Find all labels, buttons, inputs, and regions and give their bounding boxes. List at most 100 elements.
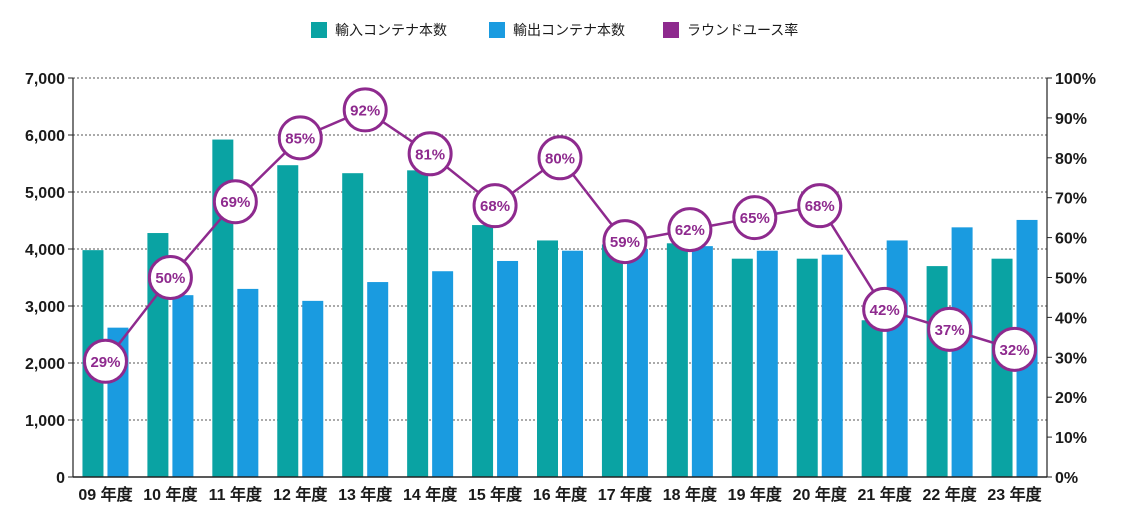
right-tick-label: 30% [1055, 350, 1087, 367]
export-bar [367, 282, 389, 477]
export-bar [172, 295, 194, 477]
x-tick-label: 13 年度 [338, 485, 393, 504]
left-tick-label: 6,000 [25, 128, 65, 145]
import-bar [926, 266, 948, 477]
bars [82, 139, 1038, 477]
round-use-marker [797, 183, 843, 229]
right-tick-label: 10% [1055, 430, 1087, 447]
round-use-line: 29% 50% 69% 85% 92% 81% 68% 80% 59% 62% 65% 68% 42% 3… [82, 87, 1038, 384]
round-use-data-label: 68% [805, 198, 835, 215]
x-tick-label: 16 年度 [533, 485, 588, 504]
right-tick-label: 20% [1055, 390, 1087, 407]
x-tick-label: 22 年度 [922, 485, 977, 504]
import-bar [342, 173, 364, 477]
x-tick-label: 20 年度 [793, 485, 848, 504]
x-tick-label: 19 年度 [728, 485, 783, 504]
round-use-marker [212, 179, 258, 225]
round-use-data-label: 85% [285, 130, 315, 147]
export-bar [432, 271, 454, 477]
x-tick-label: 18 年度 [663, 485, 718, 504]
export-bar [626, 249, 648, 477]
x-tick-label: 12 年度 [273, 485, 328, 504]
export-bar [691, 246, 713, 477]
right-tick-label: 0% [1055, 470, 1078, 487]
left-tick-label: 4,000 [25, 242, 65, 259]
right-tick-label: 70% [1055, 191, 1087, 208]
right-tick-label: 90% [1055, 111, 1087, 128]
left-tick-label: 0 [56, 470, 65, 487]
export-bar [821, 254, 843, 477]
import-bar [277, 165, 299, 477]
round-use-marker [82, 338, 128, 384]
import-bar [666, 243, 688, 477]
legend-export-label: 輸出コンテナ本数 [513, 23, 625, 39]
x-tick-label: 14 年度 [403, 485, 458, 504]
export-bar [756, 250, 778, 477]
x-tick-label: 10 年度 [143, 485, 198, 504]
import-bar [472, 225, 494, 477]
round-use-marker [992, 326, 1038, 372]
round-use-marker [342, 87, 388, 133]
x-tick-label: 23 年度 [987, 485, 1042, 504]
round-use-data-label: 37% [935, 322, 965, 339]
export-bar [562, 250, 583, 477]
round-use-marker [602, 219, 648, 265]
import-bar [537, 240, 558, 477]
x-tick-label: 09 年度 [78, 485, 133, 504]
legend: 輸入コンテナ本数 輸出コンテナ本数 ラウンドユース率 [311, 22, 798, 39]
x-axis-tick-labels: 09 年度 10 年度 11 年度 12 年度 13 年度 14 年度 15 年度 16 年度… [78, 485, 1042, 504]
legend-import-label: 輸入コンテナ本数 [335, 23, 447, 39]
right-tick-label: 50% [1055, 271, 1087, 288]
right-tick-label: 100% [1055, 71, 1096, 88]
import-bar [796, 258, 818, 477]
import-bar [601, 244, 623, 477]
export-bar [886, 240, 908, 477]
round-use-data-label: 69% [220, 194, 250, 211]
right-tick-label: 80% [1055, 151, 1087, 168]
round-use-data-label: 62% [675, 222, 705, 239]
round-use-data-label: 29% [90, 354, 120, 371]
round-use-data-label: 81% [415, 146, 445, 163]
x-tick-label: 17 年度 [598, 485, 653, 504]
round-use-data-label: 32% [1000, 342, 1030, 359]
export-bar [237, 288, 259, 477]
round-use-marker [537, 135, 583, 181]
legend-import-swatch [311, 22, 327, 38]
import-bar [731, 258, 753, 477]
legend-round-use-swatch [663, 22, 679, 38]
left-tick-label: 1,000 [25, 413, 65, 430]
round-use-data-label: 92% [350, 102, 380, 119]
round-use-marker [862, 286, 908, 332]
right-axis-tick-labels: 0% 10% 20% 30% 40% 50% 60% 70% 80% 90% 100% [1055, 71, 1096, 487]
round-use-marker [927, 306, 973, 352]
export-bar [497, 260, 519, 477]
left-axis-tick-labels: 0 1,000 2,000 3,000 4,000 5,000 6,000 7,000 [25, 71, 65, 487]
round-use-data-label: 68% [480, 198, 510, 215]
x-tick-label: 15 年度 [468, 485, 523, 504]
legend-round-use-label: ラウンドユース率 [687, 22, 798, 39]
left-tick-label: 7,000 [25, 71, 65, 88]
round-use-data-label: 80% [545, 150, 575, 167]
left-tick-label: 5,000 [25, 185, 65, 202]
import-bar [861, 320, 883, 477]
export-bar [302, 300, 324, 477]
round-use-marker [732, 195, 778, 241]
x-tick-label: 11 年度 [209, 485, 263, 504]
x-tick-label: 21 年度 [858, 485, 913, 504]
round-use-marker [472, 183, 518, 229]
export-bar [951, 227, 973, 477]
round-use-marker [407, 131, 453, 177]
round-use-marker [147, 255, 193, 300]
round-use-marker [667, 207, 713, 253]
right-tick-label: 40% [1055, 310, 1087, 327]
round-use-data-label: 42% [870, 302, 900, 319]
left-tick-label: 2,000 [25, 356, 65, 373]
right-tick-label: 60% [1055, 231, 1087, 248]
round-use-data-label: 50% [155, 270, 185, 287]
round-use-data-label: 59% [610, 234, 640, 251]
import-bar [407, 170, 429, 477]
legend-export-swatch [489, 22, 505, 38]
left-tick-label: 3,000 [25, 299, 65, 316]
axes [68, 77, 1052, 478]
